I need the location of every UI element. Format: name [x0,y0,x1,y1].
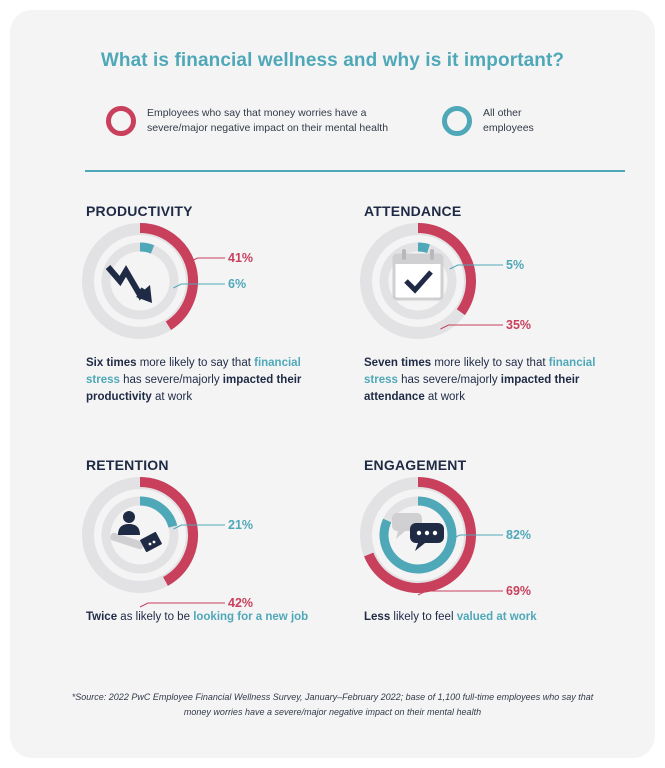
arc-inner [139,496,178,528]
calendar-ring [402,249,406,260]
data-label: 35% [506,318,531,332]
panel-title: ATTENDANCE [364,203,462,219]
caption-segment: Six times [86,357,137,369]
legend-label-impacted: Employees who say that money worries hav… [147,107,389,134]
caption-retention: Twice as likely to be looking for a new … [86,609,326,626]
legend-other: All other employees [442,106,592,136]
leader-line [449,264,503,270]
calendar-header [394,255,442,264]
leader-line [173,524,225,530]
caption-attendance: Seven times more likely to say that fina… [364,355,604,406]
caption-segment: financial stress [86,357,301,386]
panel-retention: RETENTION 21% 42% Twice as likely to be l… [82,457,346,697]
divider [85,170,625,172]
caption-productivity: Six times more likely to say that financ… [86,355,326,406]
chat-tail [396,531,405,539]
person-body [118,524,140,535]
data-label: 6% [228,277,246,291]
job-search-icon [110,511,162,553]
chat-dot [424,530,430,536]
arc-inner [139,242,155,254]
leader-line [451,534,503,540]
data-label: 21% [228,518,253,532]
person-head [123,511,135,523]
leader-line [139,602,225,608]
calendar-check-icon [392,249,444,301]
arc-inner [417,242,430,253]
caption-segment: likely to feel [390,611,457,623]
source-footnote: *Source: 2022 PwC Employee Financial Wel… [71,692,594,717]
legend-ring-other-icon [442,106,472,136]
panel-title: PRODUCTIVITY [86,203,193,219]
briefcase-dot [152,540,156,544]
chat-tail [415,543,425,551]
caption-segment: impacted their attendance [364,374,580,403]
caption-segment: at work [151,391,193,403]
caption-segment: financial stress [364,357,596,386]
legend-label-other: All other employees [483,107,534,134]
panel-title: ENGAGEMENT [364,457,467,473]
leader-line [173,283,225,289]
data-label: 5% [506,258,524,272]
data-label: 69% [506,584,531,598]
caption-segment: has severe/majorly [119,374,223,386]
trend-down-arrow-icon [105,265,152,303]
calendar-ring [430,249,434,260]
donut-chart-retention: 21% 42% [82,477,253,610]
panel-title: RETENTION [86,457,169,473]
donut-chart-productivity: 41% 6% [82,223,253,339]
caption-segment: valued at work [456,611,537,623]
data-label: 41% [228,251,253,265]
page-title: What is financial wellness and why is it… [100,50,565,71]
donut-hole [110,251,170,311]
caption-segment: Twice [86,611,118,623]
desk [110,532,144,550]
caption-segment: more likely to say that [431,357,549,369]
panel-productivity: PRODUCTIVITY 41% 6% Six times more likely… [82,203,346,443]
donut-chart-engagement: 82% 69% [360,477,531,598]
chat-dot [432,530,438,536]
data-label: 42% [228,596,253,610]
donut-chart-attendance: 5% 35% [360,223,531,339]
arc-outer [139,223,198,330]
chat-bubbles-icon [392,513,444,551]
leader-line [417,590,503,596]
caption-segment: at work [424,391,465,403]
arc-outer [364,477,476,593]
check-mark [404,270,433,294]
arrow-head [136,285,152,303]
briefcase-dot [148,542,152,546]
briefcase [140,531,162,553]
caption-segment: Seven times [364,357,432,369]
panel-attendance: ATTENDANCE 5% 35% Seven times more likely… [360,203,624,443]
caption-segment: looking for a new job [193,611,309,623]
leader-line [189,257,225,263]
legend-impacted: Employees who say that money worries hav… [106,106,426,136]
caption-segment: has severe/majorly [397,374,501,386]
caption-segment: as likely to be [117,611,194,623]
chat-dot [416,530,422,536]
arc-outer [139,477,198,586]
arc-inner [379,496,457,574]
legend-ring-impacted-icon [106,106,136,136]
caption-segment: impacted their productivity [86,374,302,403]
caption-segment: more likely to say that [136,357,255,369]
data-label: 82% [506,528,531,542]
arc-outer [417,223,476,316]
panel-engagement: ENGAGEMENT 82% 69% Less likely to feel va… [360,457,624,697]
leader-line [440,324,503,330]
caption-engagement: Less likely to feel valued at work [364,609,604,626]
caption-segment: Less [364,611,391,623]
